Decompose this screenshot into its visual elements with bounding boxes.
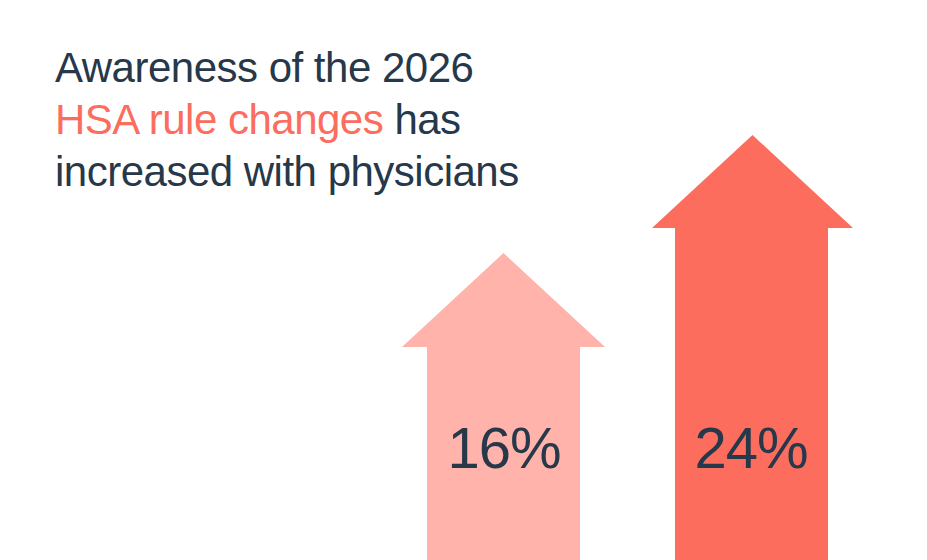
- title-highlight: HSA rule changes: [55, 96, 383, 143]
- chart-title: Awareness of the 2026 HSA rule changes h…: [55, 42, 519, 198]
- title-line3: increased with physicians: [55, 148, 519, 195]
- arrow-up-small-shape: [402, 253, 605, 560]
- infographic-canvas: Awareness of the 2026 HSA rule changes h…: [0, 0, 927, 560]
- value-label-large: 24%: [694, 414, 807, 481]
- value-label-small: 16%: [447, 414, 560, 481]
- title-line1: Awareness of the 2026: [55, 44, 473, 91]
- arrow-up-large-shape: [652, 135, 853, 560]
- arrow-up-icon-small: [402, 253, 605, 560]
- title-line2-rest: has: [383, 96, 460, 143]
- arrow-up-icon-large: [652, 135, 853, 560]
